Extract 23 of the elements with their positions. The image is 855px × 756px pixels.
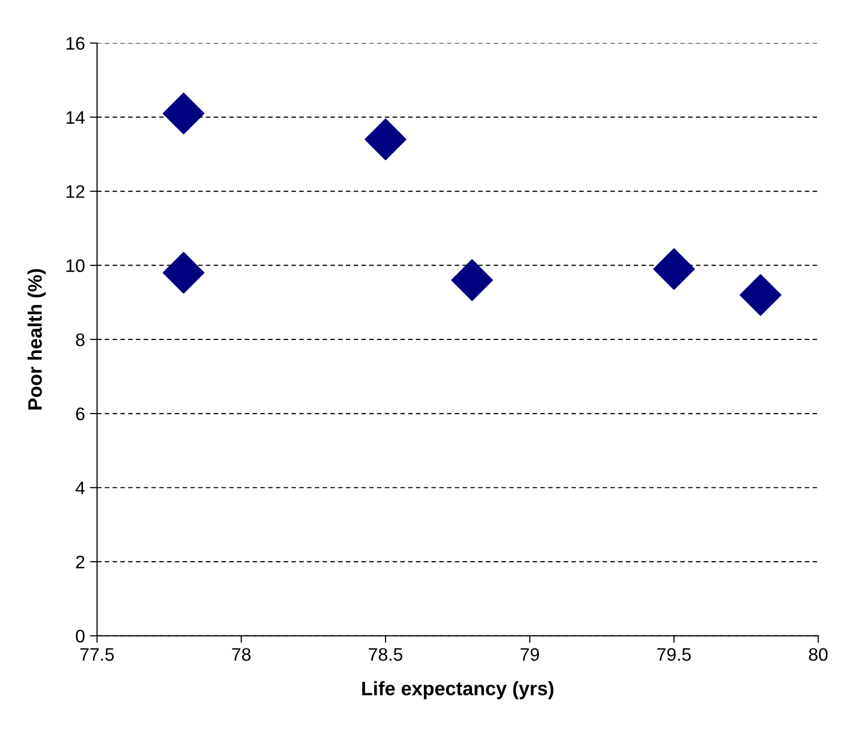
- point: [364, 118, 406, 160]
- x-tick-label: 77.5: [80, 648, 114, 661]
- x-tick-label: 79: [520, 648, 539, 661]
- y-tick-label: 10: [66, 259, 85, 272]
- point: [653, 248, 695, 290]
- y-tick-label: 6: [76, 407, 84, 420]
- x-axis-title: Life expectancy (yrs): [362, 681, 554, 700]
- y-tick-label: 14: [66, 111, 85, 124]
- point: [162, 92, 204, 134]
- y-tick-label: 2: [76, 556, 84, 568]
- x-tick-label: 78: [232, 648, 251, 661]
- point: [451, 259, 493, 301]
- y-tick-label: 0: [76, 630, 85, 643]
- x-tick-label: 78.5: [368, 648, 402, 661]
- point: [740, 274, 782, 316]
- y-tick-label: 4: [76, 482, 85, 494]
- x-tick-label: 80: [808, 648, 828, 661]
- y-tick-label: 16: [66, 37, 84, 50]
- point: [162, 252, 204, 294]
- x-tick-label: 79.5: [657, 648, 691, 661]
- y-tick-label: 8: [76, 333, 84, 346]
- y-axis-title: Poor health (%): [28, 269, 46, 410]
- y-tick-label: 12: [66, 185, 84, 198]
